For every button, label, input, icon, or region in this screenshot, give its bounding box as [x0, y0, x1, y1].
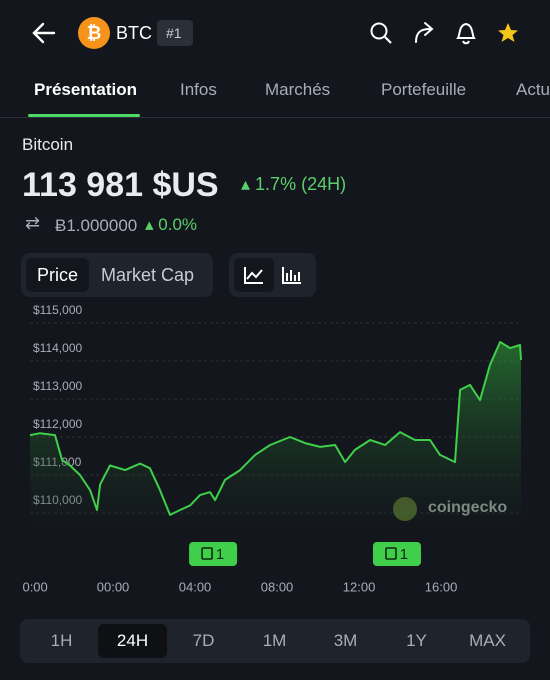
x-tick-label: 16:00: [425, 579, 458, 594]
event-icon: [385, 547, 397, 560]
tab[interactable]: Présentation: [34, 80, 137, 99]
tab[interactable]: Portefeuille: [381, 80, 467, 99]
price-change-text: 1.7% (24H): [255, 174, 347, 194]
y-tick-label: $112,000: [33, 417, 82, 431]
tab-divider: [0, 117, 550, 118]
range-button[interactable]: 1H: [50, 631, 73, 650]
search-icon[interactable]: [370, 22, 388, 40]
bell-icon[interactable]: [456, 22, 476, 45]
event-badge: [372, 542, 421, 566]
event-label: 1: [216, 546, 224, 563]
back-button[interactable]: [32, 22, 56, 44]
header-icons: ₿: [32, 17, 518, 49]
search-handle: [384, 36, 392, 44]
x-tick-label: 04:00: [179, 579, 212, 594]
star-icon[interactable]: [498, 23, 518, 42]
range-button[interactable]: 1Y: [406, 631, 427, 650]
symbol: BTC: [116, 23, 152, 43]
range-button[interactable]: 3M: [333, 631, 358, 650]
tab[interactable]: Infos: [180, 80, 217, 99]
range-button[interactable]: MAX: [469, 631, 506, 650]
line-type-icon: [244, 267, 263, 284]
price-change: ▴ 1.7% (24H): [241, 174, 347, 194]
event-badge: [189, 542, 238, 566]
btc-price: Ƀ1.000000: [55, 216, 138, 235]
y-tick-label: $114,000: [33, 341, 82, 355]
btc-logo-glyph: ₿: [87, 23, 102, 43]
coin-name: Bitcoin: [22, 135, 74, 154]
toggle-button[interactable]: Price: [26, 258, 90, 292]
x-tick-label: 08:00: [261, 579, 294, 594]
y-tick-label: $113,000: [33, 379, 82, 393]
chart-type-icons: [234, 258, 301, 292]
x-tick-label: 12:00: [343, 579, 376, 594]
x-tick-label: 00:00: [97, 579, 130, 594]
rank: #1: [166, 25, 182, 41]
x-tick-label: 0:00: [22, 579, 47, 594]
chart: $110,000$111,000$112,000$113,000$114,000…: [22, 303, 522, 594]
range-button[interactable]: 1M: [262, 631, 287, 650]
range-button[interactable]: 7D: [192, 631, 215, 650]
rank-badge: [157, 20, 193, 46]
price-line: [29, 341, 522, 516]
watermark: coingecko: [428, 499, 507, 516]
tab-indicator: [28, 114, 140, 117]
range-button[interactable]: 24H: [98, 624, 167, 658]
y-tick-label: $115,000: [33, 303, 82, 317]
price: 113 981 $US: [22, 166, 219, 204]
candle-type-icon[interactable]: [282, 267, 301, 284]
convert-icon: ⇄: [25, 213, 41, 233]
event-label: 1: [400, 546, 408, 563]
btc-logo: [78, 17, 110, 49]
tab[interactable]: Marchés: [265, 80, 331, 99]
toggle-button[interactable]: Market Cap: [101, 265, 195, 285]
btc-change-text: 0.0%: [158, 215, 198, 234]
area-fill: [30, 342, 521, 532]
tab[interactable]: Actu: [516, 80, 550, 99]
watermark-logo: [393, 497, 417, 521]
event-icon: [201, 547, 213, 560]
share-icon[interactable]: [415, 22, 434, 43]
btc-change: ▴ 0.0%: [145, 215, 198, 234]
